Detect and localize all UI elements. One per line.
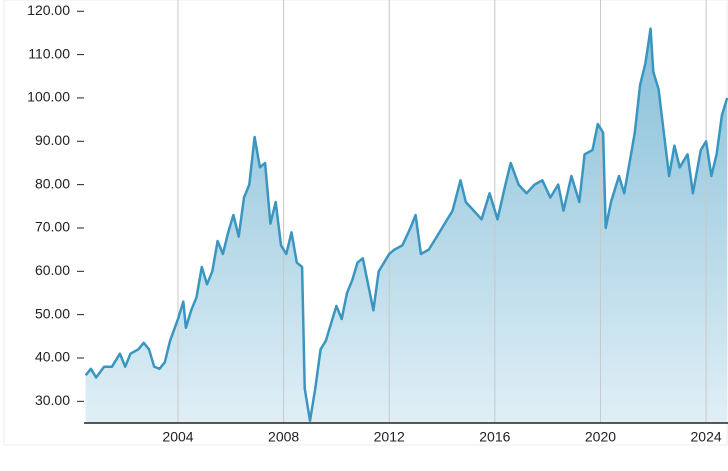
- y-tick-label: 80.00: [35, 175, 70, 191]
- y-tick-label: 120.00: [27, 2, 70, 18]
- y-tick-label: 50.00: [35, 305, 70, 321]
- y-tick-label: 100.00: [27, 89, 70, 105]
- area-line: [84, 27, 728, 423]
- x-tick-label: 2024: [691, 429, 722, 445]
- x-tick-label: 2016: [479, 429, 510, 445]
- y-tick-label: 110.00: [28, 45, 70, 61]
- y-tick-label: 90.00: [35, 132, 70, 148]
- x-tick-label: 2008: [268, 429, 299, 445]
- x-tick-label: 2012: [374, 429, 405, 445]
- x-tick-label: 2004: [162, 429, 193, 445]
- y-tick-label: 30.00: [35, 392, 70, 408]
- x-tick-label: 2020: [585, 429, 616, 445]
- y-tick-label: 40.00: [35, 349, 70, 365]
- area-fill: [85, 28, 728, 423]
- y-tick-label: 70.00: [35, 219, 70, 235]
- y-tick-label: 60.00: [35, 262, 70, 278]
